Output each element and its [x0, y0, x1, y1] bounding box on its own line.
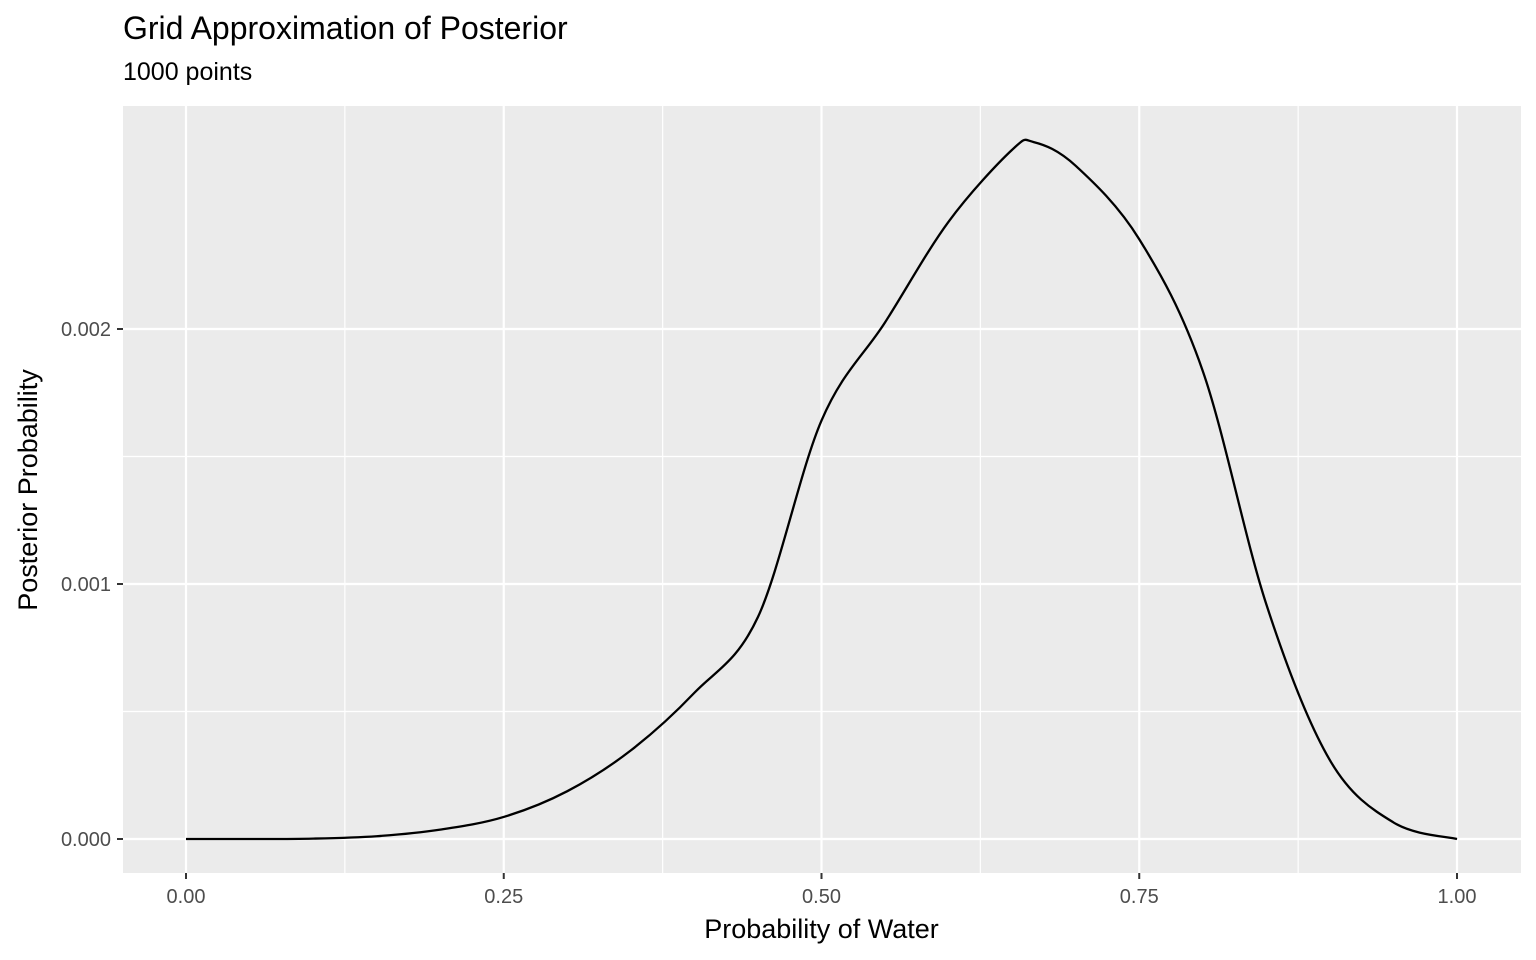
- major-gridlines: [123, 106, 1521, 873]
- posterior-curve: [185, 138, 1458, 841]
- x-tick-label: 1.00: [1438, 886, 1477, 908]
- x-axis-title: Probability of Water: [704, 914, 939, 944]
- chart-title: Grid Approximation of Posterior: [123, 10, 568, 46]
- x-tick-label: 0.50: [802, 886, 841, 908]
- y-axis-title: Posterior Probability: [13, 369, 43, 611]
- x-tick-label: 0.25: [484, 886, 523, 908]
- y-tick-label: 0.000: [61, 829, 111, 851]
- x-tick-label: 0.75: [1120, 886, 1159, 908]
- chart-subtitle: 1000 points: [123, 58, 253, 86]
- y-tick-label: 0.001: [61, 574, 111, 596]
- y-tick-label: 0.002: [61, 319, 111, 341]
- x-axis: 0.00 0.25 0.50 0.75 1.00: [167, 873, 1477, 908]
- y-axis: 0.000 0.001 0.002: [61, 319, 123, 851]
- x-tick-label: 0.00: [167, 886, 206, 908]
